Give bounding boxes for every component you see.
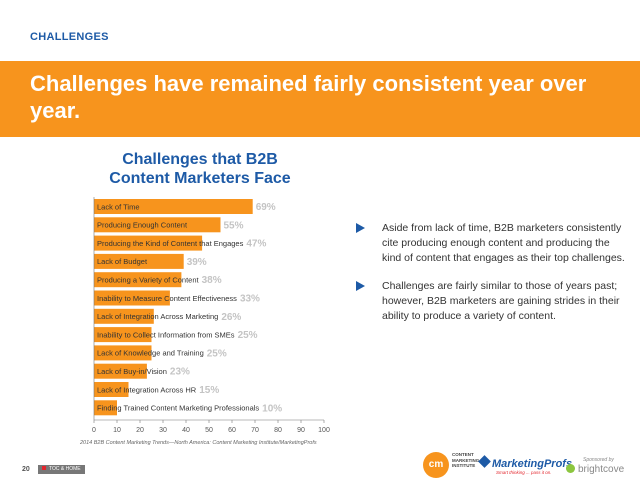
chart-source: 2014 B2B Content Marketing Trends—North … xyxy=(80,440,317,446)
bar xyxy=(94,217,221,233)
title-banner: Challenges have remained fairly consiste… xyxy=(0,61,640,137)
marketingprofs-logo: MarketingProfs xyxy=(478,455,573,470)
toc-home-link[interactable]: TOC & HOME xyxy=(38,465,85,474)
value-label: 15% xyxy=(199,385,219,396)
page-title: Challenges have remained fairly consiste… xyxy=(30,71,587,123)
x-tick-label: 10 xyxy=(113,427,121,434)
value-label: 25% xyxy=(238,330,258,341)
bullet-item: Challenges are fairly similar to those o… xyxy=(356,279,626,324)
x-tick-label: 30 xyxy=(159,427,167,434)
bar-label: Lack of Knowledge and Training xyxy=(97,349,204,358)
bar-label: Producing Enough Content xyxy=(97,221,188,230)
x-tick-label: 0 xyxy=(92,427,96,434)
marketingprofs-icon xyxy=(478,455,491,468)
bar xyxy=(94,382,129,397)
value-label: 38% xyxy=(202,275,222,286)
value-label: 25% xyxy=(207,348,227,359)
chart-title: Challenges that B2B Content Marketers Fa… xyxy=(109,151,291,187)
bar xyxy=(94,400,117,416)
bar xyxy=(94,308,154,324)
bar xyxy=(94,327,152,343)
bar xyxy=(94,272,182,288)
x-tick-label: 60 xyxy=(228,427,236,434)
triangle-bullet-icon xyxy=(356,223,365,233)
marketingprofs-tagline: Smart thinking ... pass it on. xyxy=(496,470,552,475)
bar-label: Producing a Variety of Content xyxy=(97,276,200,285)
value-label: 10% xyxy=(262,403,282,414)
value-label: 33% xyxy=(240,294,260,305)
bar-label: Lack of Integration Across Marketing xyxy=(97,312,218,321)
value-label: 47% xyxy=(246,239,266,250)
brightcove-logo: brightcove xyxy=(566,464,624,475)
bullet-text: Challenges are fairly similar to those o… xyxy=(382,280,620,322)
bar-label: Lack of Budget xyxy=(97,257,148,266)
home-icon xyxy=(42,466,46,470)
bar-label: Producing the Kind of Content that Engag… xyxy=(97,239,244,248)
x-tick-label: 90 xyxy=(297,427,305,434)
page-number: 20 xyxy=(22,466,30,473)
x-tick-label: 40 xyxy=(182,427,190,434)
x-tick-label: 100 xyxy=(318,427,330,434)
toc-home-label: TOC & HOME xyxy=(49,466,81,472)
bar xyxy=(94,235,203,251)
bar-label: Inability to Collect Information from SM… xyxy=(97,330,235,339)
bullet-text: Aside from lack of time, B2B marketers c… xyxy=(382,222,625,264)
value-label: 26% xyxy=(221,312,241,323)
value-label: 69% xyxy=(256,202,276,213)
value-label: 39% xyxy=(187,257,207,268)
marketingprofs-name: MarketingProfs xyxy=(492,458,573,470)
bar xyxy=(94,290,170,306)
bar xyxy=(94,253,184,269)
x-tick-label: 50 xyxy=(205,427,213,434)
brightcove-name: brightcove xyxy=(578,464,625,475)
bar-label: Lack of Time xyxy=(97,202,140,211)
bar-label: Finding Trained Content Marketing Profes… xyxy=(97,404,259,413)
sponsored-by-label: Sponsored by xyxy=(583,457,614,463)
bar-label: Lack of Buy-in/Vision xyxy=(97,367,167,376)
value-label: 23% xyxy=(170,367,190,378)
bullet-list: Aside from lack of time, B2B marketers c… xyxy=(356,221,626,337)
bar-label: Lack of Integration Across HR xyxy=(97,385,197,394)
bullet-item: Aside from lack of time, B2B marketers c… xyxy=(356,221,626,266)
cmi-logo-text: CONTENT MARKETING INSTITUTE xyxy=(452,452,480,468)
x-tick-label: 20 xyxy=(136,427,144,434)
bar xyxy=(94,345,152,361)
bar-label: Inability to Measure Content Effectivene… xyxy=(97,294,237,303)
value-label: 55% xyxy=(224,220,244,231)
x-tick-label: 80 xyxy=(274,427,282,434)
bar xyxy=(94,363,147,379)
section-label: CHALLENGES xyxy=(30,31,109,43)
bar xyxy=(94,199,253,214)
cmi-logo: cm xyxy=(423,452,449,478)
triangle-bullet-icon xyxy=(356,281,365,291)
brightcove-icon xyxy=(566,464,575,473)
x-tick-label: 70 xyxy=(251,427,259,434)
